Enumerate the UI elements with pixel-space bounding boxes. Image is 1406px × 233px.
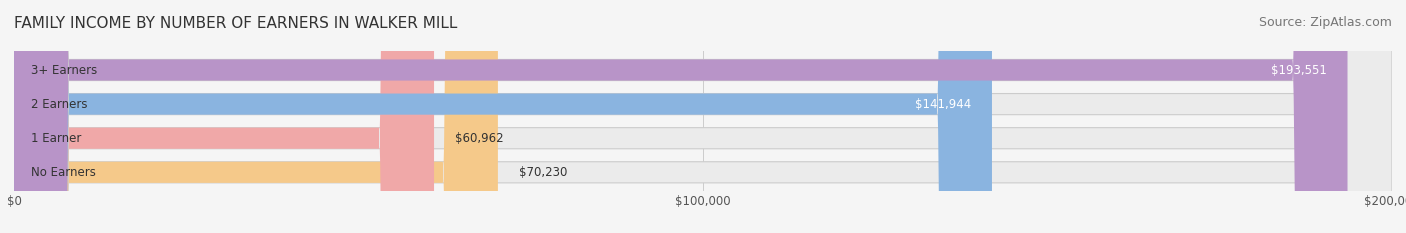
FancyBboxPatch shape [14, 0, 1347, 233]
FancyBboxPatch shape [14, 0, 1392, 233]
Text: Source: ZipAtlas.com: Source: ZipAtlas.com [1258, 16, 1392, 29]
FancyBboxPatch shape [14, 0, 1392, 233]
FancyBboxPatch shape [14, 0, 1392, 233]
Text: No Earners: No Earners [31, 166, 96, 179]
Text: FAMILY INCOME BY NUMBER OF EARNERS IN WALKER MILL: FAMILY INCOME BY NUMBER OF EARNERS IN WA… [14, 16, 457, 31]
Text: $193,551: $193,551 [1271, 64, 1327, 76]
Text: 1 Earner: 1 Earner [31, 132, 82, 145]
FancyBboxPatch shape [14, 0, 1392, 233]
Text: 3+ Earners: 3+ Earners [31, 64, 97, 76]
FancyBboxPatch shape [14, 0, 993, 233]
Text: $141,944: $141,944 [915, 98, 972, 111]
Text: 2 Earners: 2 Earners [31, 98, 87, 111]
Text: $60,962: $60,962 [454, 132, 503, 145]
Text: $70,230: $70,230 [519, 166, 567, 179]
FancyBboxPatch shape [14, 0, 434, 233]
FancyBboxPatch shape [14, 0, 498, 233]
